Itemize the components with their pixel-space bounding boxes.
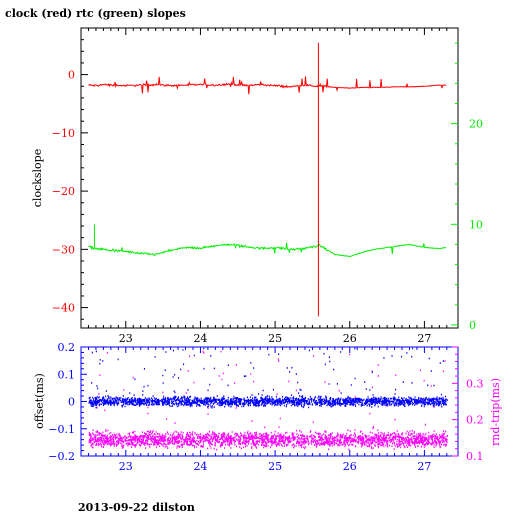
- y-tick-label: −40: [52, 302, 75, 315]
- roundtrip-y-axis-label: rnd-trip(ms): [489, 378, 502, 446]
- y-tick-label: 0: [68, 396, 75, 409]
- slopes-plot-frame: [80, 27, 459, 329]
- rtc-slope-line: [88, 242, 447, 257]
- x-tick-label: 27: [417, 332, 431, 345]
- y2-tick-label: 10: [469, 218, 483, 231]
- x-tick-label: 27: [417, 460, 431, 473]
- y-tick-label: 0.2: [58, 341, 76, 354]
- y-tick-label: −0.2: [48, 450, 75, 463]
- slopes-y-axis-label: clockslope: [31, 149, 44, 207]
- x-tick-label: 26: [343, 460, 357, 473]
- x-tick-label: 24: [193, 460, 207, 473]
- y-tick-label: −20: [52, 185, 75, 198]
- y2-tick-label: 0.3: [466, 377, 484, 390]
- y2-tick-label: 0: [469, 319, 476, 332]
- clock-slope-line: [88, 76, 447, 95]
- y-tick-label: 0: [68, 69, 75, 82]
- y-tick-label: −30: [52, 243, 75, 256]
- chart-title: clock (red) rtc (green) slopes: [5, 7, 186, 20]
- y-tick-label: 0.1: [58, 368, 76, 381]
- offset-y-axis-label: offset(ms): [33, 373, 46, 429]
- y2-tick-label: 0.2: [466, 414, 484, 427]
- x-tick-label: 24: [193, 332, 207, 345]
- roundtrip-points: [88, 350, 448, 451]
- footer-date-host: 2013-09-22 dilston: [78, 501, 195, 512]
- x-tick-label: 25: [268, 460, 282, 473]
- y-tick-label: −0.1: [48, 423, 75, 436]
- x-tick-label: 23: [119, 332, 133, 345]
- y2-tick-label: 20: [469, 118, 483, 131]
- y-tick-label: −10: [52, 127, 75, 140]
- y2-tick-label: 0.1: [466, 450, 484, 463]
- x-tick-label: 26: [343, 332, 357, 345]
- x-tick-label: 23: [119, 460, 133, 473]
- offset-chart: 23 24 25 26 27 0.2 0.1 0 −0.1 −0.2 0.1 0.2 0.3 offse…: [33, 341, 502, 473]
- offset-points: [88, 347, 448, 409]
- x-tick-label: 25: [268, 332, 282, 345]
- slopes-chart: 23 24 25 26 27 0 −10 −20 −30 −40 0 10 20 clockslope: [31, 27, 483, 345]
